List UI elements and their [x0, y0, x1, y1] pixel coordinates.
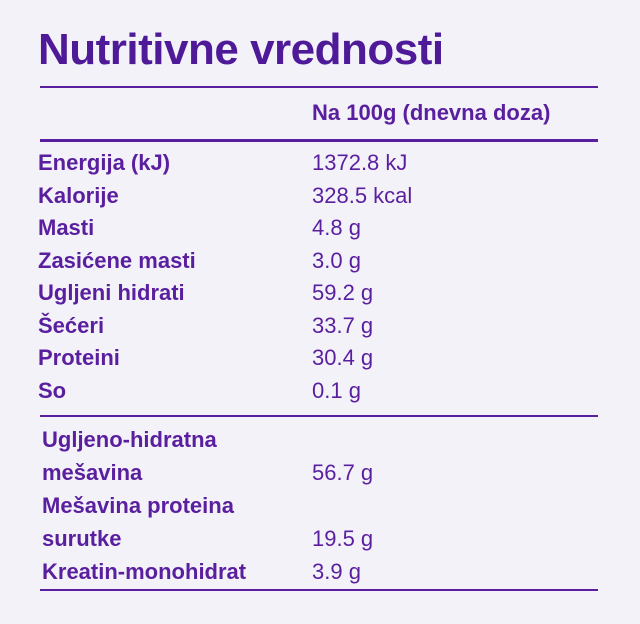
row-label: Energija (kJ)	[38, 150, 171, 175]
divider	[40, 86, 598, 88]
row-label: Zasićene masti	[38, 247, 196, 273]
column-header: Na 100g (dnevna doza)	[312, 100, 551, 125]
row-value: 4.8 g	[312, 215, 361, 240]
row-value: 59.2 g	[312, 280, 374, 305]
row-label: surutke	[42, 526, 122, 551]
row-value: 3.9 g	[312, 559, 361, 584]
row-label: So	[38, 377, 67, 403]
divider	[40, 139, 598, 142]
row-label: Masti	[38, 215, 95, 240]
row-label: Ugljeno-hidratna	[42, 427, 217, 452]
row-value: 56.7 g	[312, 460, 374, 485]
row-value: 328.5 kcal	[312, 182, 413, 208]
row-value: 19.5 g	[312, 526, 374, 551]
row-label: Kreatin-monohidrat	[42, 559, 247, 584]
row-value: 33.7 g	[312, 312, 374, 338]
row-value: 1372.8 kJ	[312, 150, 408, 175]
row-value: 3.0 g	[312, 247, 361, 273]
divider	[40, 589, 598, 591]
title: Nutritivne vrednosti	[38, 25, 444, 74]
row-label: Kalorije	[38, 182, 119, 208]
divider	[40, 415, 598, 417]
row-label: Šećeri	[38, 312, 105, 338]
row-label: Mešavina proteina	[42, 493, 234, 518]
row-value: 0.1 g	[312, 377, 361, 403]
row-label: mešavina	[42, 460, 143, 485]
row-value: 30.4 g	[312, 345, 374, 370]
row-label: Proteini	[38, 345, 120, 370]
row-label: Ugljeni hidrati	[38, 280, 185, 305]
